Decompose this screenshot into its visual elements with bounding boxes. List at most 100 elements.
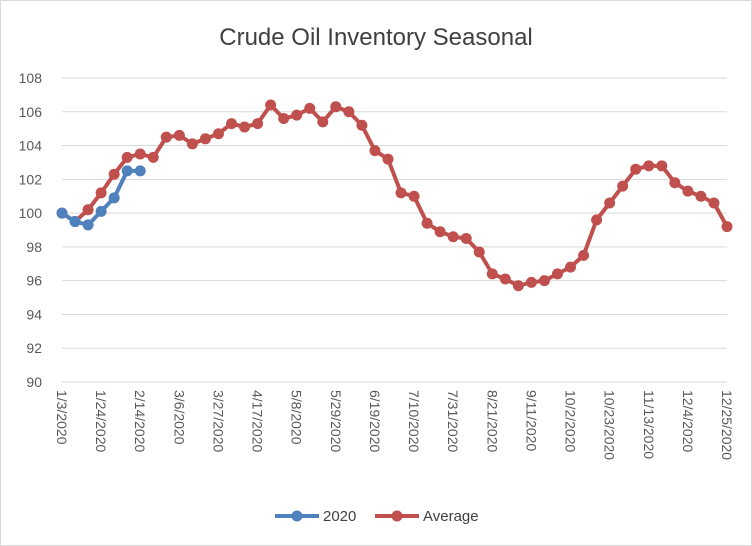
x-tick-label: 5/29/2020: [328, 390, 344, 452]
data-point: [604, 197, 616, 209]
data-point: [369, 145, 381, 157]
x-tick-label: 10/2/2020: [563, 390, 579, 452]
gridlines: [62, 77, 727, 349]
data-point: [643, 160, 655, 172]
data-point: [395, 187, 407, 199]
y-tick-label: 102: [19, 171, 43, 187]
y-tick-label: 98: [26, 239, 42, 255]
legend-label: 2020: [323, 508, 356, 525]
data-point: [239, 121, 251, 133]
x-tick-label: 12/25/2020: [719, 390, 735, 460]
x-tick-label: 3/6/2020: [171, 390, 187, 445]
data-point: [304, 102, 316, 114]
data-point: [695, 190, 707, 202]
data-point: [434, 226, 446, 238]
y-tick-label: 106: [19, 104, 43, 120]
y-tick-label: 100: [19, 205, 43, 221]
data-point: [473, 246, 485, 258]
data-point: [134, 165, 146, 177]
x-tick-label: 6/19/2020: [367, 390, 383, 452]
series-average: [56, 99, 733, 292]
x-tick-label: 7/10/2020: [406, 390, 422, 452]
axes: 90 92 94 96 98 100 102 104 106 108 1/3/2020 1/24/20…: [19, 70, 735, 460]
data-point: [525, 276, 537, 288]
x-tick-label: 12/4/2020: [680, 390, 696, 452]
series-2020: [56, 165, 146, 231]
data-point: [95, 187, 107, 199]
data-point: [682, 185, 694, 197]
data-point: [669, 177, 681, 189]
data-point: [147, 151, 159, 163]
data-point: [382, 153, 394, 165]
series-line: [60, 103, 729, 288]
data-point: [499, 273, 511, 285]
data-point: [121, 165, 133, 177]
y-tick-label: 94: [26, 306, 42, 322]
legend-marker: [291, 510, 303, 522]
chart-title: Crude Oil Inventory Seasonal: [219, 24, 533, 51]
data-point: [708, 197, 720, 209]
data-point: [82, 204, 94, 216]
data-point: [721, 221, 733, 233]
y-tick-label: 92: [26, 340, 42, 356]
data-point: [447, 231, 459, 243]
data-point: [173, 129, 185, 141]
data-point: [591, 214, 603, 226]
legend-marker: [391, 510, 403, 522]
series-lines: [56, 99, 733, 292]
x-tick-label: 5/8/2020: [289, 390, 305, 445]
data-point: [343, 106, 355, 118]
data-point: [265, 99, 277, 111]
data-point: [226, 118, 238, 130]
data-point: [330, 101, 342, 113]
data-point: [134, 148, 146, 160]
data-point: [108, 192, 120, 204]
legend: 2020 Average: [275, 508, 479, 525]
data-point: [82, 219, 94, 231]
data-point: [578, 249, 590, 261]
x-tick-label: 3/27/2020: [210, 390, 226, 452]
data-point: [108, 168, 120, 180]
data-point: [656, 160, 668, 172]
x-tick-label: 1/3/2020: [54, 390, 70, 445]
data-point: [95, 205, 107, 217]
legend-entry-2020: 2020: [275, 508, 356, 525]
y-tick-label: 104: [19, 138, 43, 154]
y-tick-label: 108: [19, 70, 43, 86]
data-point: [565, 261, 577, 273]
data-point: [160, 131, 172, 143]
data-point: [252, 118, 264, 130]
data-point: [186, 138, 198, 150]
y-tick-label: 96: [26, 273, 42, 289]
x-tick-label: 8/21/2020: [484, 390, 500, 452]
data-point: [486, 268, 498, 280]
x-tick-label: 10/23/2020: [602, 390, 618, 460]
x-tick-label: 2/14/2020: [132, 390, 148, 452]
data-point: [356, 119, 368, 131]
data-point: [421, 217, 433, 229]
x-tick-label: 9/11/2020: [523, 390, 539, 451]
data-point: [538, 275, 550, 287]
y-tick-label: 90: [26, 374, 42, 390]
legend-label: Average: [423, 508, 479, 525]
data-point: [551, 268, 563, 280]
data-point: [199, 133, 211, 145]
x-tick-label: 1/24/2020: [93, 390, 109, 452]
data-point: [278, 113, 290, 125]
data-point: [121, 151, 133, 163]
data-point: [212, 128, 224, 140]
data-point: [617, 180, 629, 192]
data-point: [460, 232, 472, 244]
legend-entry-average: Average: [375, 508, 479, 525]
data-point: [291, 109, 303, 121]
data-point: [56, 207, 68, 219]
data-point: [630, 163, 642, 175]
x-tick-label: 11/13/2020: [641, 390, 657, 459]
x-tick-label: 7/31/2020: [445, 390, 461, 452]
data-point: [512, 280, 524, 292]
data-point: [69, 216, 81, 228]
data-point: [317, 116, 329, 128]
data-point: [408, 190, 420, 202]
